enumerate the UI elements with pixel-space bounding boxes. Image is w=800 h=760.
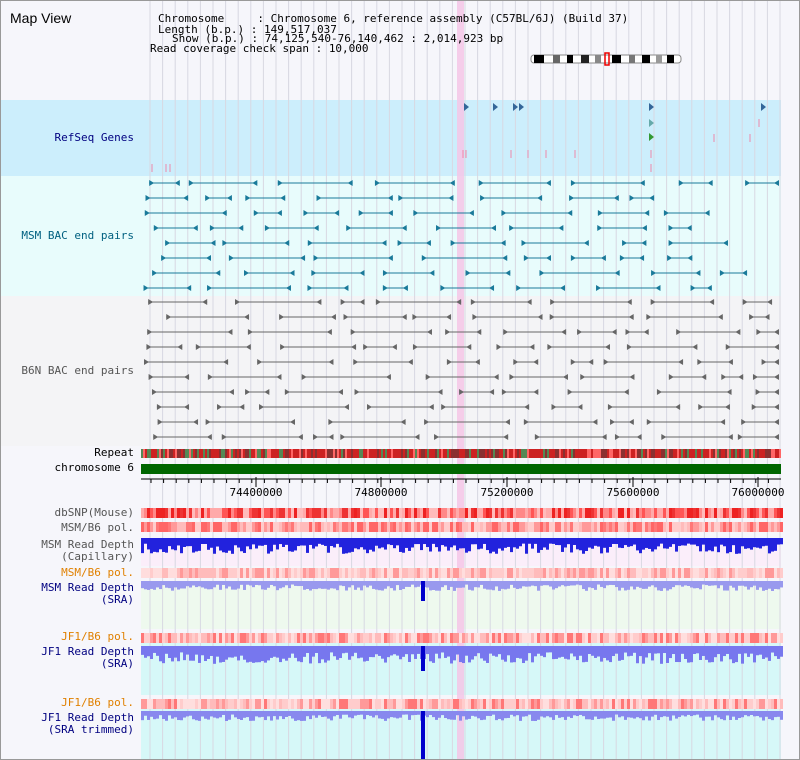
track-label-jf1-b6-pol-2[interactable]: JF1/B6 pol. bbox=[61, 696, 134, 709]
right-margin bbox=[781, 1, 799, 759]
show-label: Show (b.p.) : bbox=[172, 32, 265, 45]
coverage-label: Read coverage check span : bbox=[150, 42, 329, 55]
track-label-repeat[interactable]: Repeat bbox=[94, 446, 134, 459]
length-value: 149,517,037 bbox=[263, 23, 337, 36]
depth-spike bbox=[421, 646, 425, 671]
gene-marker bbox=[649, 119, 654, 127]
coordinate-axis: 74400000 74800000 75200000 75600000 76000000 bbox=[141, 477, 784, 499]
axis-tick-label: 75200000 bbox=[481, 486, 534, 499]
axis-tick-label: 75600000 bbox=[607, 486, 660, 499]
info-coverage-row: Read coverage check span : 10,000 bbox=[150, 43, 369, 54]
track-label-msm-depth-sra-1[interactable]: MSM Read Depth bbox=[41, 581, 134, 594]
gene-marker bbox=[649, 133, 654, 141]
info-show-row: Show (b.p.) : 74,125,540-76,140,462 : 2,… bbox=[172, 33, 503, 44]
depth-spike bbox=[421, 711, 425, 759]
page-title: Map View bbox=[10, 10, 72, 26]
track-label-jf1-depth-sra-1[interactable]: JF1 Read Depth bbox=[41, 645, 134, 658]
coverage-value: 10,000 bbox=[328, 42, 369, 55]
track-label-msm-depth-cap-1[interactable]: MSM Read Depth bbox=[41, 538, 134, 551]
depth-spike bbox=[421, 581, 425, 601]
info-length-row: Length (b.p.) : 149,517,037 bbox=[158, 24, 337, 35]
info-chromosome-row: Chromosome : Chromosome 6, reference ass… bbox=[158, 13, 628, 24]
axis-tick-label: 76000000 bbox=[732, 486, 785, 499]
chromosome-ideogram bbox=[530, 52, 682, 66]
refseq-gene-features bbox=[151, 103, 766, 172]
track-label-chromosome[interactable]: chromosome 6 bbox=[54, 461, 134, 474]
gene-marker bbox=[761, 103, 766, 111]
track-label-msm-bac[interactable]: MSM BAC end pairs bbox=[21, 229, 134, 242]
track-label-jf1-depth-trim-1[interactable]: JF1 Read Depth bbox=[41, 711, 134, 724]
msm-bac-features bbox=[143, 180, 779, 291]
track-label-msm-depth-sra-2: (SRA) bbox=[100, 593, 134, 606]
repeat-track bbox=[141, 449, 781, 458]
show-value: 74,125,540-76,140,462 : 2,014,923 bp bbox=[264, 32, 504, 45]
chromosome-label: Chromosome : bbox=[158, 12, 271, 25]
refseq-label-band bbox=[1, 100, 141, 176]
msm-track-band bbox=[1, 176, 781, 296]
gene-marker bbox=[519, 103, 524, 111]
track-label-jf1-depth-sra-2: (SRA) bbox=[100, 657, 134, 670]
gene-marker bbox=[493, 103, 498, 111]
track-label-jf1-b6-pol-1[interactable]: JF1/B6 pol. bbox=[61, 630, 134, 643]
axis-tick-label: 74400000 bbox=[230, 486, 283, 499]
track-label-refseq[interactable]: RefSeq Genes bbox=[54, 131, 134, 144]
selection-highlight bbox=[457, 1, 464, 759]
ideogram-position-marker bbox=[604, 52, 610, 66]
track-label-jf1-depth-trim-2: (SRA trimmed) bbox=[47, 723, 134, 736]
read-depth-tracks bbox=[141, 538, 783, 759]
polymorphism-heat-tracks bbox=[141, 508, 783, 709]
track-label-dbsnp[interactable]: dbSNP(Mouse) bbox=[54, 506, 134, 519]
chromosome-bar bbox=[141, 464, 781, 474]
length-label: Length (b.p.) : bbox=[158, 23, 264, 36]
axis-tick-label: 74800000 bbox=[355, 486, 408, 499]
gene-marker bbox=[464, 103, 469, 111]
track-label-msm-b6-pol-2[interactable]: MSM/B6 pol. bbox=[61, 566, 134, 579]
b6n-bac-features bbox=[144, 299, 779, 440]
track-label-msm-depth-cap-2: (Capillary) bbox=[61, 550, 134, 563]
chromosome-value: Chromosome 6, reference assembly (C57BL/… bbox=[270, 12, 629, 25]
b6n-track-band bbox=[1, 296, 781, 446]
gene-marker bbox=[513, 103, 518, 111]
gene-marker bbox=[649, 103, 654, 111]
track-label-b6n-bac[interactable]: B6N BAC end pairs bbox=[21, 364, 134, 377]
track-label-msm-b6-pol-1[interactable]: MSM/B6 pol. bbox=[61, 521, 134, 534]
